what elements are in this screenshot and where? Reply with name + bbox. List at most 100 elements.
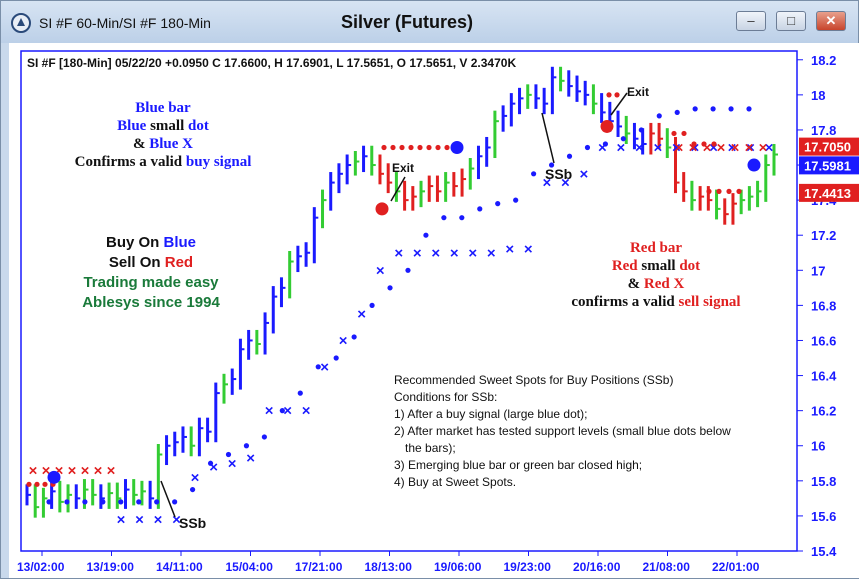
ssb-label: SSb	[545, 166, 572, 182]
resistance-dot-red	[390, 144, 396, 151]
support-dot-blue	[584, 144, 591, 151]
resistance-dot-red	[736, 188, 742, 194]
sell-x-marker: ×	[717, 139, 726, 156]
x-tick-label: 19/06:00	[434, 560, 482, 574]
y-tick-label: 16.8	[811, 298, 836, 313]
buy-x-marker: ×	[357, 306, 366, 323]
promo-buy-b: Blue	[163, 234, 197, 251]
resistance-dot-red	[691, 141, 697, 147]
support-dot-blue	[710, 106, 716, 112]
promo-tagline: Trading made easy	[83, 274, 219, 291]
close-button[interactable]: ✕	[816, 11, 846, 31]
support-dot-blue	[189, 486, 196, 493]
resistance-dot-red	[681, 130, 687, 137]
price-badge	[799, 156, 859, 175]
ssb-arrow	[160, 480, 176, 518]
buy-note-line3b: Blue X	[149, 136, 193, 152]
support-dot-blue	[459, 215, 465, 221]
buy-x-marker: ×	[561, 175, 570, 192]
buy-x-marker: ×	[468, 245, 477, 262]
buy-x-marker: ×	[635, 139, 644, 156]
y-tick-label: 17.2	[811, 228, 836, 243]
resistance-dot-red	[606, 92, 612, 98]
support-dot-blue	[620, 136, 626, 142]
price-badge-label: 17.7050	[804, 140, 851, 155]
support-dot-blue	[602, 141, 609, 147]
window-title: SI #F 60-Min/SI #F 180-Min	[39, 15, 211, 31]
buy-x-marker: ×	[228, 455, 237, 472]
x-tick-label: 13/02:00	[17, 560, 65, 574]
sell-x-marker: ×	[759, 139, 768, 156]
signal-dot	[450, 140, 464, 154]
promo-sell-b: Red	[164, 254, 194, 271]
promo-note: Buy On Blue Sell On Red Trading made eas…	[41, 233, 261, 313]
buy-x-marker: ×	[320, 359, 329, 376]
price-badge	[799, 183, 859, 202]
y-tick-label: 16.2	[811, 404, 836, 419]
chart-area[interactable]: SI #F [180-Min] 05/22/20 +0.0950 C 17.66…	[9, 43, 859, 578]
support-dot-blue	[315, 364, 321, 370]
resistance-dot-red	[614, 92, 620, 98]
resistance-dot-red	[42, 481, 48, 487]
promo-sell-a: Sell On	[108, 254, 165, 271]
ssb-label: SSb	[179, 515, 206, 531]
sell-note-line3b: Red X	[643, 276, 685, 292]
sell-note-line3a: &	[627, 276, 644, 292]
support-dot-blue	[692, 106, 698, 112]
buy-x-marker: ×	[376, 262, 385, 279]
price-chart[interactable]: SI #F [180-Min] 05/22/20 +0.0950 C 17.66…	[9, 43, 859, 578]
buy-signal-note: Blue bar Blue small dot & Blue X Confirm…	[53, 99, 273, 171]
support-dot-blue	[136, 499, 142, 505]
maximize-button[interactable]: □	[776, 11, 806, 31]
resistance-dot-red	[408, 144, 414, 151]
sell-x-marker: ×	[703, 139, 712, 156]
x-tick-label: 13/19:00	[87, 560, 135, 574]
resistance-dot-red	[417, 144, 423, 151]
support-dot-blue	[566, 153, 573, 159]
sell-note-line4b: sell signal	[678, 294, 741, 310]
x-tick-label: 22/01:00	[712, 560, 760, 574]
sell-note-line2b: small	[637, 258, 680, 274]
resistance-dot-red	[399, 144, 405, 151]
support-dot-blue	[495, 201, 501, 207]
sell-x-marker: ×	[745, 139, 754, 156]
support-dot-blue	[64, 499, 70, 505]
y-tick-label: 15.6	[811, 509, 836, 524]
title-bar[interactable]: SI #F 60-Min/SI #F 180-Min Silver (Futur…	[1, 1, 858, 43]
support-dot-blue	[82, 499, 88, 505]
support-dot-blue	[225, 451, 232, 458]
x-tick-label: 15/04:00	[226, 560, 274, 574]
sell-note-line1: Red bar	[629, 240, 683, 256]
buy-x-marker: ×	[117, 511, 126, 528]
support-dot-blue	[118, 499, 124, 505]
sell-x-marker: ×	[81, 462, 90, 479]
y-tick-label: 18.2	[811, 53, 836, 68]
signal-dot	[600, 119, 614, 133]
buy-x-marker: ×	[431, 245, 440, 262]
resistance-dot-red	[711, 141, 717, 147]
y-tick-label: 15.4	[811, 544, 837, 559]
buy-x-marker: ×	[654, 139, 663, 156]
y-tick-label: 16	[811, 439, 825, 454]
buy-x-marker: ×	[246, 450, 255, 467]
x-tick-label: 20/16:00	[573, 560, 621, 574]
buy-x-marker: ×	[542, 175, 551, 192]
info-line: Conditions for SSb:	[394, 390, 498, 404]
support-dot-blue	[261, 434, 267, 440]
x-tick-label: 21/08:00	[643, 560, 691, 574]
buy-note-line2c: dot	[188, 118, 209, 134]
buy-x-marker: ×	[505, 241, 514, 258]
ssb-arrow	[541, 112, 555, 164]
sell-x-marker: ×	[731, 139, 740, 156]
support-dot-blue	[279, 408, 285, 414]
resistance-dot-red	[716, 188, 722, 194]
promo-since: Ablesys since 1994	[82, 294, 220, 311]
app-logo-icon	[11, 13, 31, 33]
minimize-button[interactable]: –	[736, 11, 766, 31]
buy-x-marker: ×	[672, 139, 681, 156]
buy-x-marker: ×	[265, 403, 274, 420]
chart-header: SI #F [180-Min] 05/22/20 +0.0950 C 17.66…	[27, 56, 516, 70]
x-tick-label: 19/23:00	[504, 560, 552, 574]
y-tick-label: 17	[811, 263, 825, 278]
